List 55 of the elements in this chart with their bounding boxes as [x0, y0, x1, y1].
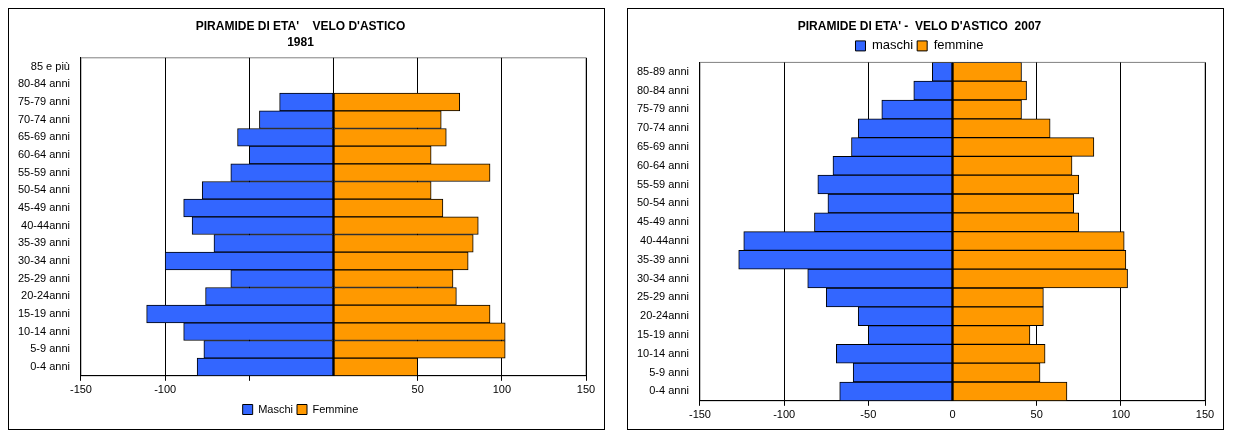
- y-tick-label: 15-19 anni: [17, 307, 70, 319]
- y-tick-label: 40-44anni: [640, 234, 689, 247]
- y-tick-label: 60-64 anni: [636, 158, 689, 171]
- y-tick-label: 45-49 anni: [636, 215, 689, 228]
- legend-label: maschi: [871, 37, 914, 53]
- y-tick-label: 20-24anni: [21, 289, 70, 302]
- y-tick-label: 55-59 anni: [17, 165, 70, 178]
- legend-label: femmine: [933, 37, 984, 53]
- y-tick-label: 80-84 anni: [17, 77, 70, 90]
- x-tick-label: 50: [1030, 408, 1043, 421]
- y-tick-label: 30-34 anni: [17, 254, 70, 266]
- y-tick-label: 40-44anni: [21, 218, 70, 231]
- y-tick-label: 70-74 anni: [636, 121, 689, 134]
- x-tick-label: -50: [860, 408, 877, 421]
- legend-label: Maschi: [258, 402, 293, 415]
- x-tick-label: 100: [1111, 408, 1131, 421]
- y-tick-label: 25-29 anni: [17, 271, 70, 284]
- y-tick-label: 0-4 anni: [30, 360, 70, 372]
- x-tick-label: -100: [773, 408, 796, 421]
- y-tick-label: 5-9 anni: [30, 342, 70, 355]
- x-tick-label: 100: [492, 383, 512, 396]
- y-tick-label: 65-69 anni: [17, 130, 70, 143]
- y-tick-label: 35-39 anni: [17, 236, 70, 249]
- y-tick-label: 5-9 anni: [649, 365, 689, 378]
- x-tick-label: 150: [1195, 408, 1215, 421]
- legend-label: Femmine: [312, 402, 359, 415]
- y-tick-label: 10-14 anni: [636, 346, 689, 359]
- y-tick-label: 15-19 anni: [636, 328, 689, 341]
- x-tick-label: -100: [154, 383, 177, 396]
- y-tick-label: 30-34 anni: [636, 271, 689, 284]
- y-tick-label: 60-64 anni: [17, 148, 70, 160]
- y-tick-label: 75-79 anni: [636, 102, 689, 115]
- x-tick-label: 0: [949, 408, 956, 421]
- y-tick-label: 0-4 anni: [649, 384, 689, 397]
- y-tick-label: 70-74 anni: [17, 112, 70, 125]
- y-tick-label: 75-79 anni: [17, 95, 70, 107]
- y-tick-label: 85-89 anni: [636, 64, 689, 77]
- y-tick-label: 25-29 anni: [636, 290, 689, 303]
- y-tick-label: 10-14 anni: [17, 324, 70, 337]
- x-tick-label: -150: [69, 383, 92, 396]
- x-tick-label: 150: [576, 383, 596, 396]
- y-tick-label: 80-84 anni: [636, 83, 689, 96]
- y-tick-label: 85 e più: [30, 59, 70, 72]
- y-tick-label: 35-39 anni: [636, 252, 689, 265]
- x-tick-label: 50: [411, 383, 424, 396]
- chart-title: PIRAMIDE DI ETA' - VELO D'ASTICO 2007: [797, 18, 1042, 33]
- chart-title: PIRAMIDE DI ETA' VELO D'ASTICO: [195, 18, 406, 33]
- y-tick-label: 50-54 anni: [17, 183, 70, 196]
- chart-subtitle: 1981: [287, 34, 315, 49]
- y-tick-label: 50-54 anni: [636, 196, 689, 209]
- x-tick-label: -150: [688, 408, 711, 421]
- y-tick-label: 45-49 anni: [17, 201, 70, 213]
- y-tick-label: 20-24anni: [640, 309, 689, 322]
- y-tick-label: 55-59 anni: [636, 177, 689, 190]
- y-tick-label: 65-69 anni: [636, 140, 689, 153]
